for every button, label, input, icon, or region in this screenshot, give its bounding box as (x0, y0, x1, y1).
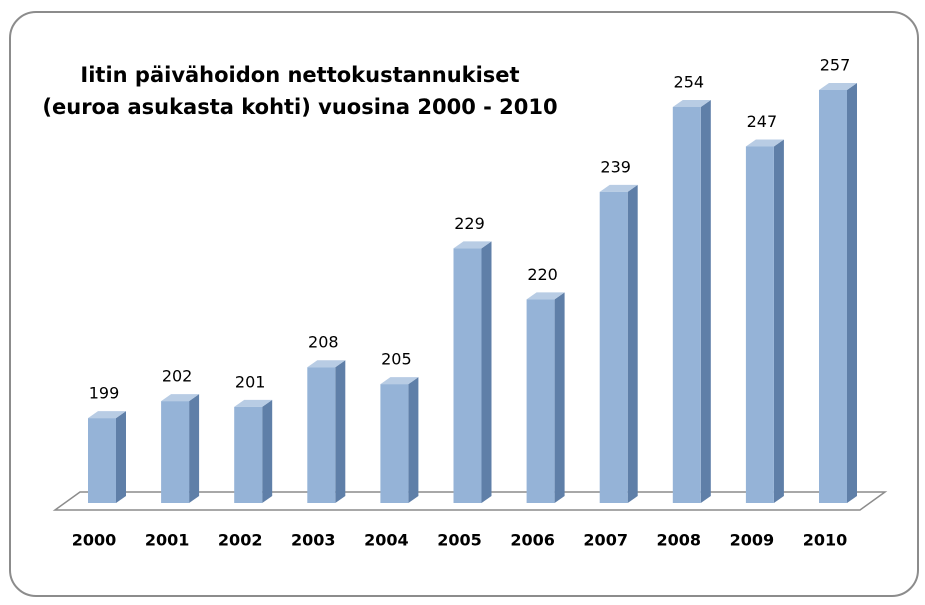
bar-front (380, 384, 409, 503)
bar-front (307, 367, 336, 503)
x-tick-label: 2001 (145, 531, 190, 550)
bar (161, 394, 200, 503)
bar-side (335, 360, 346, 503)
bar-side (554, 292, 565, 503)
bar-top (380, 377, 419, 385)
x-tick-label: 2009 (730, 531, 775, 550)
data-label: 208 (308, 333, 339, 352)
x-tick-label: 2002 (218, 531, 263, 550)
chart-title: (euroa asukasta kohti) vuosina 2000 - 20… (42, 95, 557, 119)
bar-top (672, 99, 711, 107)
bar-top (161, 394, 200, 402)
bar-front (819, 89, 847, 503)
bar (745, 139, 784, 504)
bar (453, 241, 492, 504)
bar-front (526, 299, 555, 503)
bar-top (745, 139, 784, 147)
x-tick-label: 2010 (803, 531, 848, 550)
bar-side (116, 411, 126, 503)
bar-side (627, 184, 638, 503)
bar-top (307, 360, 346, 368)
bar-side (189, 394, 200, 503)
data-label: 199 (89, 384, 120, 403)
bar-side (847, 82, 857, 503)
bar-front (234, 406, 263, 503)
bar (672, 99, 711, 504)
bar (819, 82, 857, 503)
bar-side (700, 99, 711, 504)
data-label: 254 (674, 72, 705, 91)
bar-front (453, 248, 482, 503)
bar (307, 360, 346, 503)
bar-top (88, 411, 126, 419)
bar (526, 292, 565, 503)
bar-front (599, 191, 628, 503)
bar-front (88, 418, 116, 503)
x-tick-label: 2005 (437, 531, 482, 550)
data-label: 202 (162, 367, 193, 386)
bar-top (819, 82, 857, 90)
data-label: 220 (527, 265, 558, 284)
bar-front (745, 146, 774, 504)
x-tick-label: 2007 (583, 531, 628, 550)
x-tick-label: 2003 (291, 531, 336, 550)
bar-top (453, 241, 492, 249)
bar-side (408, 377, 419, 503)
bar (599, 184, 638, 503)
x-tick-label: 2008 (657, 531, 702, 550)
x-tick-label: 2000 (72, 531, 117, 550)
x-tick-label: 2004 (364, 531, 409, 550)
data-label: 247 (747, 112, 778, 131)
x-tick-label: 2006 (510, 531, 555, 550)
bar-side (262, 399, 273, 503)
data-label: 205 (381, 350, 412, 369)
bar-top (599, 184, 638, 192)
chart-title: Iitin päivähoidon nettokustannukiset (80, 63, 519, 87)
bar (88, 411, 126, 503)
data-label: 257 (820, 55, 851, 74)
bar-side (773, 139, 784, 504)
data-label: 229 (454, 214, 485, 233)
bar-front (161, 401, 190, 503)
bar-side (481, 241, 492, 504)
bar-front (672, 106, 701, 504)
bar (234, 399, 273, 503)
bar-top (526, 292, 565, 300)
data-label: 201 (235, 372, 266, 391)
bar-top (234, 399, 273, 407)
bar (380, 377, 419, 503)
data-label: 239 (600, 157, 631, 176)
